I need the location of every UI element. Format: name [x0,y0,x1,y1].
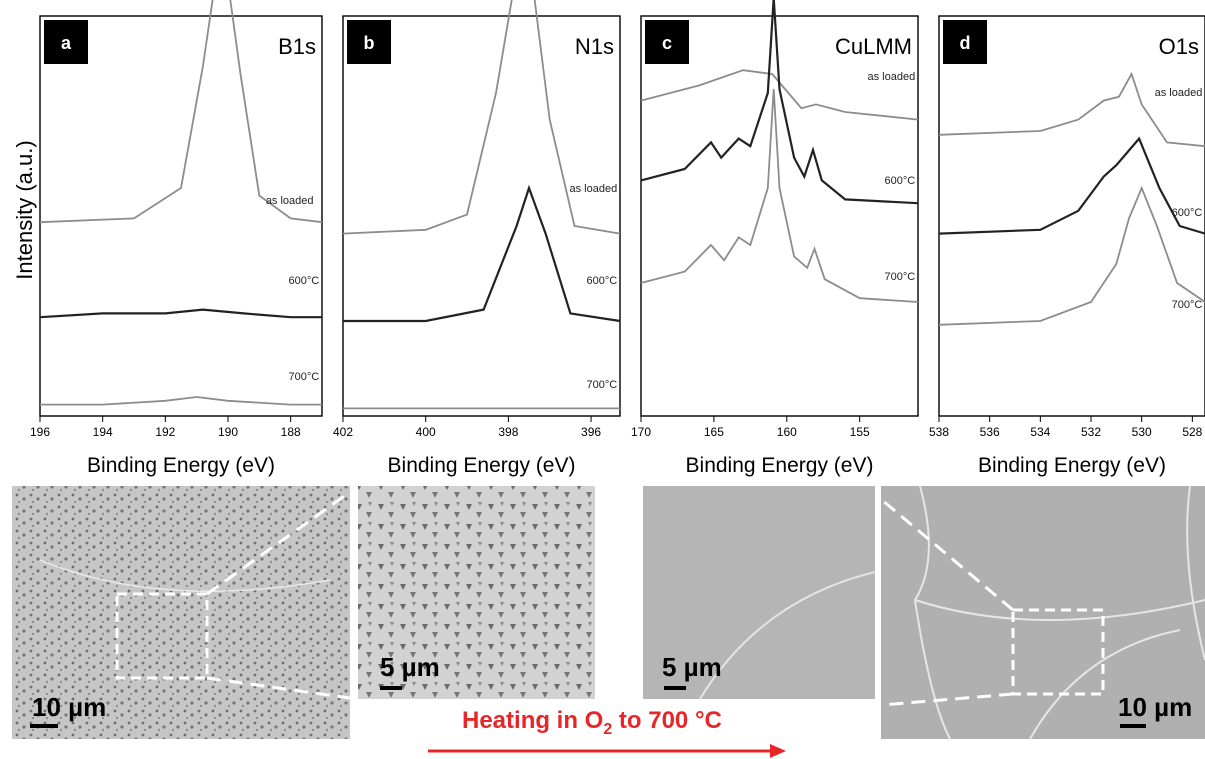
scale-bar-label-3: 5 µm [662,652,722,682]
panel-label-box-a [44,20,88,64]
panel-frame-b [342,15,621,417]
series-line-d-2 [938,136,1205,235]
scale-bar-label-4: 10 µm [1118,692,1192,722]
x-tick-label-c: 155 [850,425,870,439]
panel-label-a: a [61,33,72,53]
panel-label-d: d [960,33,971,53]
series-label-a-2: 600°C [288,275,319,287]
xps-panels: as loaded 600°C 700°C a B1s 196 194 192 190 188 Bi… [30,0,1205,477]
x-axis-label-a: Binding Energy (eV) [87,454,275,477]
x-tick-label-d: 538 [929,425,949,439]
x-tick-label-b: 400 [416,425,436,439]
series-line-d-1 [938,71,1205,148]
x-tick-label-d: 530 [1132,425,1152,439]
series-label-c-1: as loaded [868,71,916,83]
panel-c: as loaded 600°C 700°C c CuLMM 170 165 160 155 Bin… [631,0,919,477]
x-tick-label-b: 396 [581,425,601,439]
series-label-c-2: 600°C [885,175,916,187]
series-line-c-3 [640,89,919,303]
series-line-c-2 [640,0,919,205]
panel-title-b: N1s [575,34,614,59]
series-line-a-1 [39,0,323,224]
x-tick-label-d: 534 [1030,425,1050,439]
series-label-c-3: 700°C [885,271,916,283]
x-tick-label-b: 398 [498,425,518,439]
series-label-a-3: 700°C [288,371,319,383]
series-line-b-1 [342,0,621,235]
panel-a: as loaded 600°C 700°C a B1s 196 194 192 190 188 Bi… [30,0,323,477]
x-tick-label-d: 536 [980,425,1000,439]
panel-title-c: CuLMM [835,34,912,59]
series-label-b-2: 600°C [587,275,618,287]
series-label-a-1: as loaded [266,195,314,207]
x-tick-label-c: 170 [631,425,651,439]
x-tick-label-d: 528 [1182,425,1202,439]
sem-image-before-overview [12,486,350,739]
scale-bar-label-2: 5 µm [380,652,440,682]
panel-label-box-d [943,20,987,64]
sem-image-after-zoom [643,486,876,700]
series-label-d-2: 600°C [1172,207,1203,219]
y-axis-label: Intensity (a.u.) [12,140,37,279]
series-label-b-3: 700°C [587,379,618,391]
series-line-a-3 [40,396,322,406]
series-label-d-1: as loaded [1155,87,1203,99]
panel-title-a: B1s [278,34,316,59]
heating-arrow-head [770,744,786,758]
sem-image-after-overview [881,485,1205,740]
zoom-line-2a [881,498,1014,612]
panel-frame-a [39,15,323,417]
panel-label-c: c [662,33,672,53]
x-tick-label-c: 160 [777,425,797,439]
x-tick-label-c: 165 [704,425,724,439]
panel-label-box-b [347,20,391,64]
panel-title-d: O1s [1159,34,1199,59]
panel-label-b: b [364,33,375,53]
series-line-c-1 [640,69,919,121]
x-axis-label-d: Binding Energy (eV) [978,454,1166,477]
series-line-a-2 [39,308,322,319]
scale-bar-label-1: 10 µm [32,692,106,722]
panel-b: as loaded 600°C 700°C b N1s 402 400 398 396 Bindi… [333,0,621,477]
x-tick-label-a: 192 [155,425,175,439]
x-tick-label-d: 532 [1081,425,1101,439]
x-axis-label-b: Binding Energy (eV) [388,454,576,477]
panel-label-box-c [645,20,689,64]
x-tick-label-a: 196 [30,425,50,439]
panel-frame-d [938,15,1205,417]
series-label-b-1: as loaded [570,183,618,195]
series-line-b-2 [343,184,621,323]
x-tick-label-b: 402 [333,425,353,439]
heating-annotation: Heating in O2 to 700 °C [462,707,722,738]
panel-d: as loaded 600°C 700°C d O1s 538 536 534 532 530 52… [929,15,1205,477]
x-tick-label-a: 190 [218,425,238,439]
zoom-line-1b [206,676,351,700]
x-tick-label-a: 194 [93,425,113,439]
sem-image-before-zoom [358,486,595,699]
series-line-d-3 [938,185,1205,326]
zoom-line-1a [206,490,351,596]
x-tick-label-a: 188 [281,425,301,439]
series-label-d-3: 700°C [1172,299,1203,311]
x-axis-label-c: Binding Energy (eV) [686,454,874,477]
